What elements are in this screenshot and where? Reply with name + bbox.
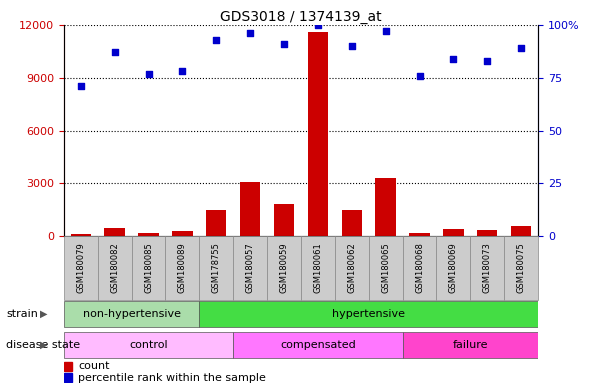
Text: strain: strain xyxy=(6,309,38,319)
Bar xyxy=(409,233,430,236)
Bar xyxy=(105,228,125,236)
Bar xyxy=(477,230,497,236)
Bar xyxy=(301,236,335,300)
Text: failure: failure xyxy=(452,339,488,350)
Text: GSM180059: GSM180059 xyxy=(280,243,289,293)
Point xyxy=(245,30,255,36)
Bar xyxy=(165,236,199,300)
Text: GSM180079: GSM180079 xyxy=(76,242,85,293)
Point xyxy=(178,68,187,74)
Bar xyxy=(511,226,531,236)
Point xyxy=(110,50,120,56)
Bar xyxy=(71,233,91,236)
Text: GSM180073: GSM180073 xyxy=(483,242,492,293)
Bar xyxy=(98,236,131,300)
Text: GSM180082: GSM180082 xyxy=(110,242,119,293)
Bar xyxy=(443,229,463,236)
Text: percentile rank within the sample: percentile rank within the sample xyxy=(78,373,266,383)
Text: GSM180061: GSM180061 xyxy=(313,242,322,293)
Text: control: control xyxy=(130,339,168,350)
Bar xyxy=(64,332,233,358)
Bar xyxy=(172,231,193,236)
Bar xyxy=(206,210,226,236)
Bar xyxy=(267,236,301,300)
Text: GSM178755: GSM178755 xyxy=(212,242,221,293)
Bar xyxy=(274,204,294,236)
Title: GDS3018 / 1374139_at: GDS3018 / 1374139_at xyxy=(220,10,382,24)
Bar xyxy=(504,236,538,300)
Text: ▶: ▶ xyxy=(40,339,47,350)
Point xyxy=(279,41,289,47)
Bar xyxy=(342,210,362,236)
Bar xyxy=(376,178,396,236)
Bar xyxy=(335,236,368,300)
Bar xyxy=(64,301,199,327)
Text: GSM180057: GSM180057 xyxy=(246,242,255,293)
Point xyxy=(381,28,390,35)
Text: GSM180069: GSM180069 xyxy=(449,242,458,293)
Bar xyxy=(199,236,233,300)
Bar xyxy=(131,236,165,300)
Point xyxy=(76,83,86,89)
Text: disease state: disease state xyxy=(6,339,80,350)
Text: count: count xyxy=(78,361,109,371)
Text: GSM180065: GSM180065 xyxy=(381,242,390,293)
Text: GSM180062: GSM180062 xyxy=(347,242,356,293)
Point xyxy=(143,71,153,77)
Text: GSM180075: GSM180075 xyxy=(517,242,526,293)
Bar xyxy=(402,236,437,300)
Bar xyxy=(233,332,402,358)
Text: hypertensive: hypertensive xyxy=(332,309,405,319)
Bar xyxy=(64,362,72,371)
Point xyxy=(313,22,323,28)
Bar xyxy=(240,182,260,236)
Text: GSM180068: GSM180068 xyxy=(415,242,424,293)
Text: compensated: compensated xyxy=(280,339,356,350)
Point xyxy=(415,73,424,79)
Text: non-hypertensive: non-hypertensive xyxy=(83,309,181,319)
Bar xyxy=(139,233,159,236)
Point xyxy=(516,45,526,51)
Point xyxy=(482,58,492,64)
Point xyxy=(347,43,357,49)
Point xyxy=(449,56,458,62)
Bar xyxy=(437,236,471,300)
Point xyxy=(212,37,221,43)
Bar xyxy=(64,373,72,382)
Bar xyxy=(199,301,538,327)
Bar xyxy=(64,236,98,300)
Bar xyxy=(471,236,504,300)
Text: ▶: ▶ xyxy=(40,309,47,319)
Bar xyxy=(402,332,538,358)
Text: GSM180085: GSM180085 xyxy=(144,242,153,293)
Bar xyxy=(308,32,328,236)
Bar xyxy=(233,236,267,300)
Bar xyxy=(368,236,402,300)
Text: GSM180089: GSM180089 xyxy=(178,242,187,293)
